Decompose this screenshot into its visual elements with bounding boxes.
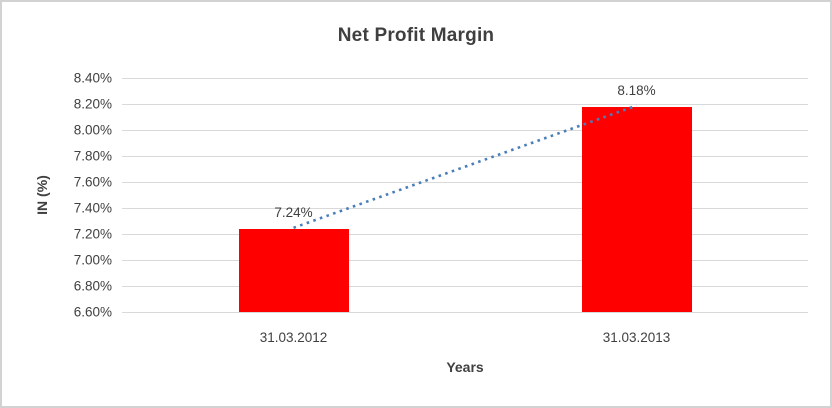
y-axis-tick-label: 6.80% <box>73 278 112 294</box>
gridline <box>122 78 808 79</box>
y-axis-tick-label: 7.40% <box>73 200 112 216</box>
y-axis-tick-label: 7.60% <box>73 174 112 190</box>
data-label: 8.18% <box>617 82 656 98</box>
y-axis-tick-label: 8.20% <box>73 96 112 112</box>
y-axis-tick-labels: 8.40% 8.20% 8.00% 7.80% 7.60% 7.40% 7.20% 7.00%… <box>2 71 112 320</box>
x-axis-tick-label: 31.03.2012 <box>259 330 328 345</box>
x-axis-title: Years <box>446 359 484 375</box>
data-label: 7.24% <box>274 204 313 220</box>
bar-31.03.2013[interactable] <box>581 106 692 312</box>
gridline <box>122 260 808 261</box>
y-axis-tick-label: 6.60% <box>73 304 112 320</box>
gridline <box>122 234 808 235</box>
gridline <box>122 182 808 183</box>
y-axis-tick-label: 8.00% <box>73 122 112 138</box>
gridline <box>122 286 808 287</box>
chart-title: Net Profit Margin <box>337 25 495 46</box>
gridline <box>122 104 808 105</box>
y-axis-tick-label: 7.00% <box>73 252 112 268</box>
trendline <box>293 104 637 230</box>
gridline <box>122 156 808 157</box>
gridline <box>122 312 808 313</box>
y-axis-tick-label: 7.20% <box>73 226 112 242</box>
y-axis-tick-label: 8.40% <box>73 70 112 86</box>
plot-area: 7.24% 8.18% <box>122 78 808 313</box>
gridline <box>122 130 808 131</box>
gridline <box>122 208 808 209</box>
bar-31.03.2012[interactable] <box>238 228 349 312</box>
y-axis-tick-label: 7.80% <box>73 148 112 164</box>
x-axis-tick-label: 31.03.2013 <box>602 330 671 345</box>
